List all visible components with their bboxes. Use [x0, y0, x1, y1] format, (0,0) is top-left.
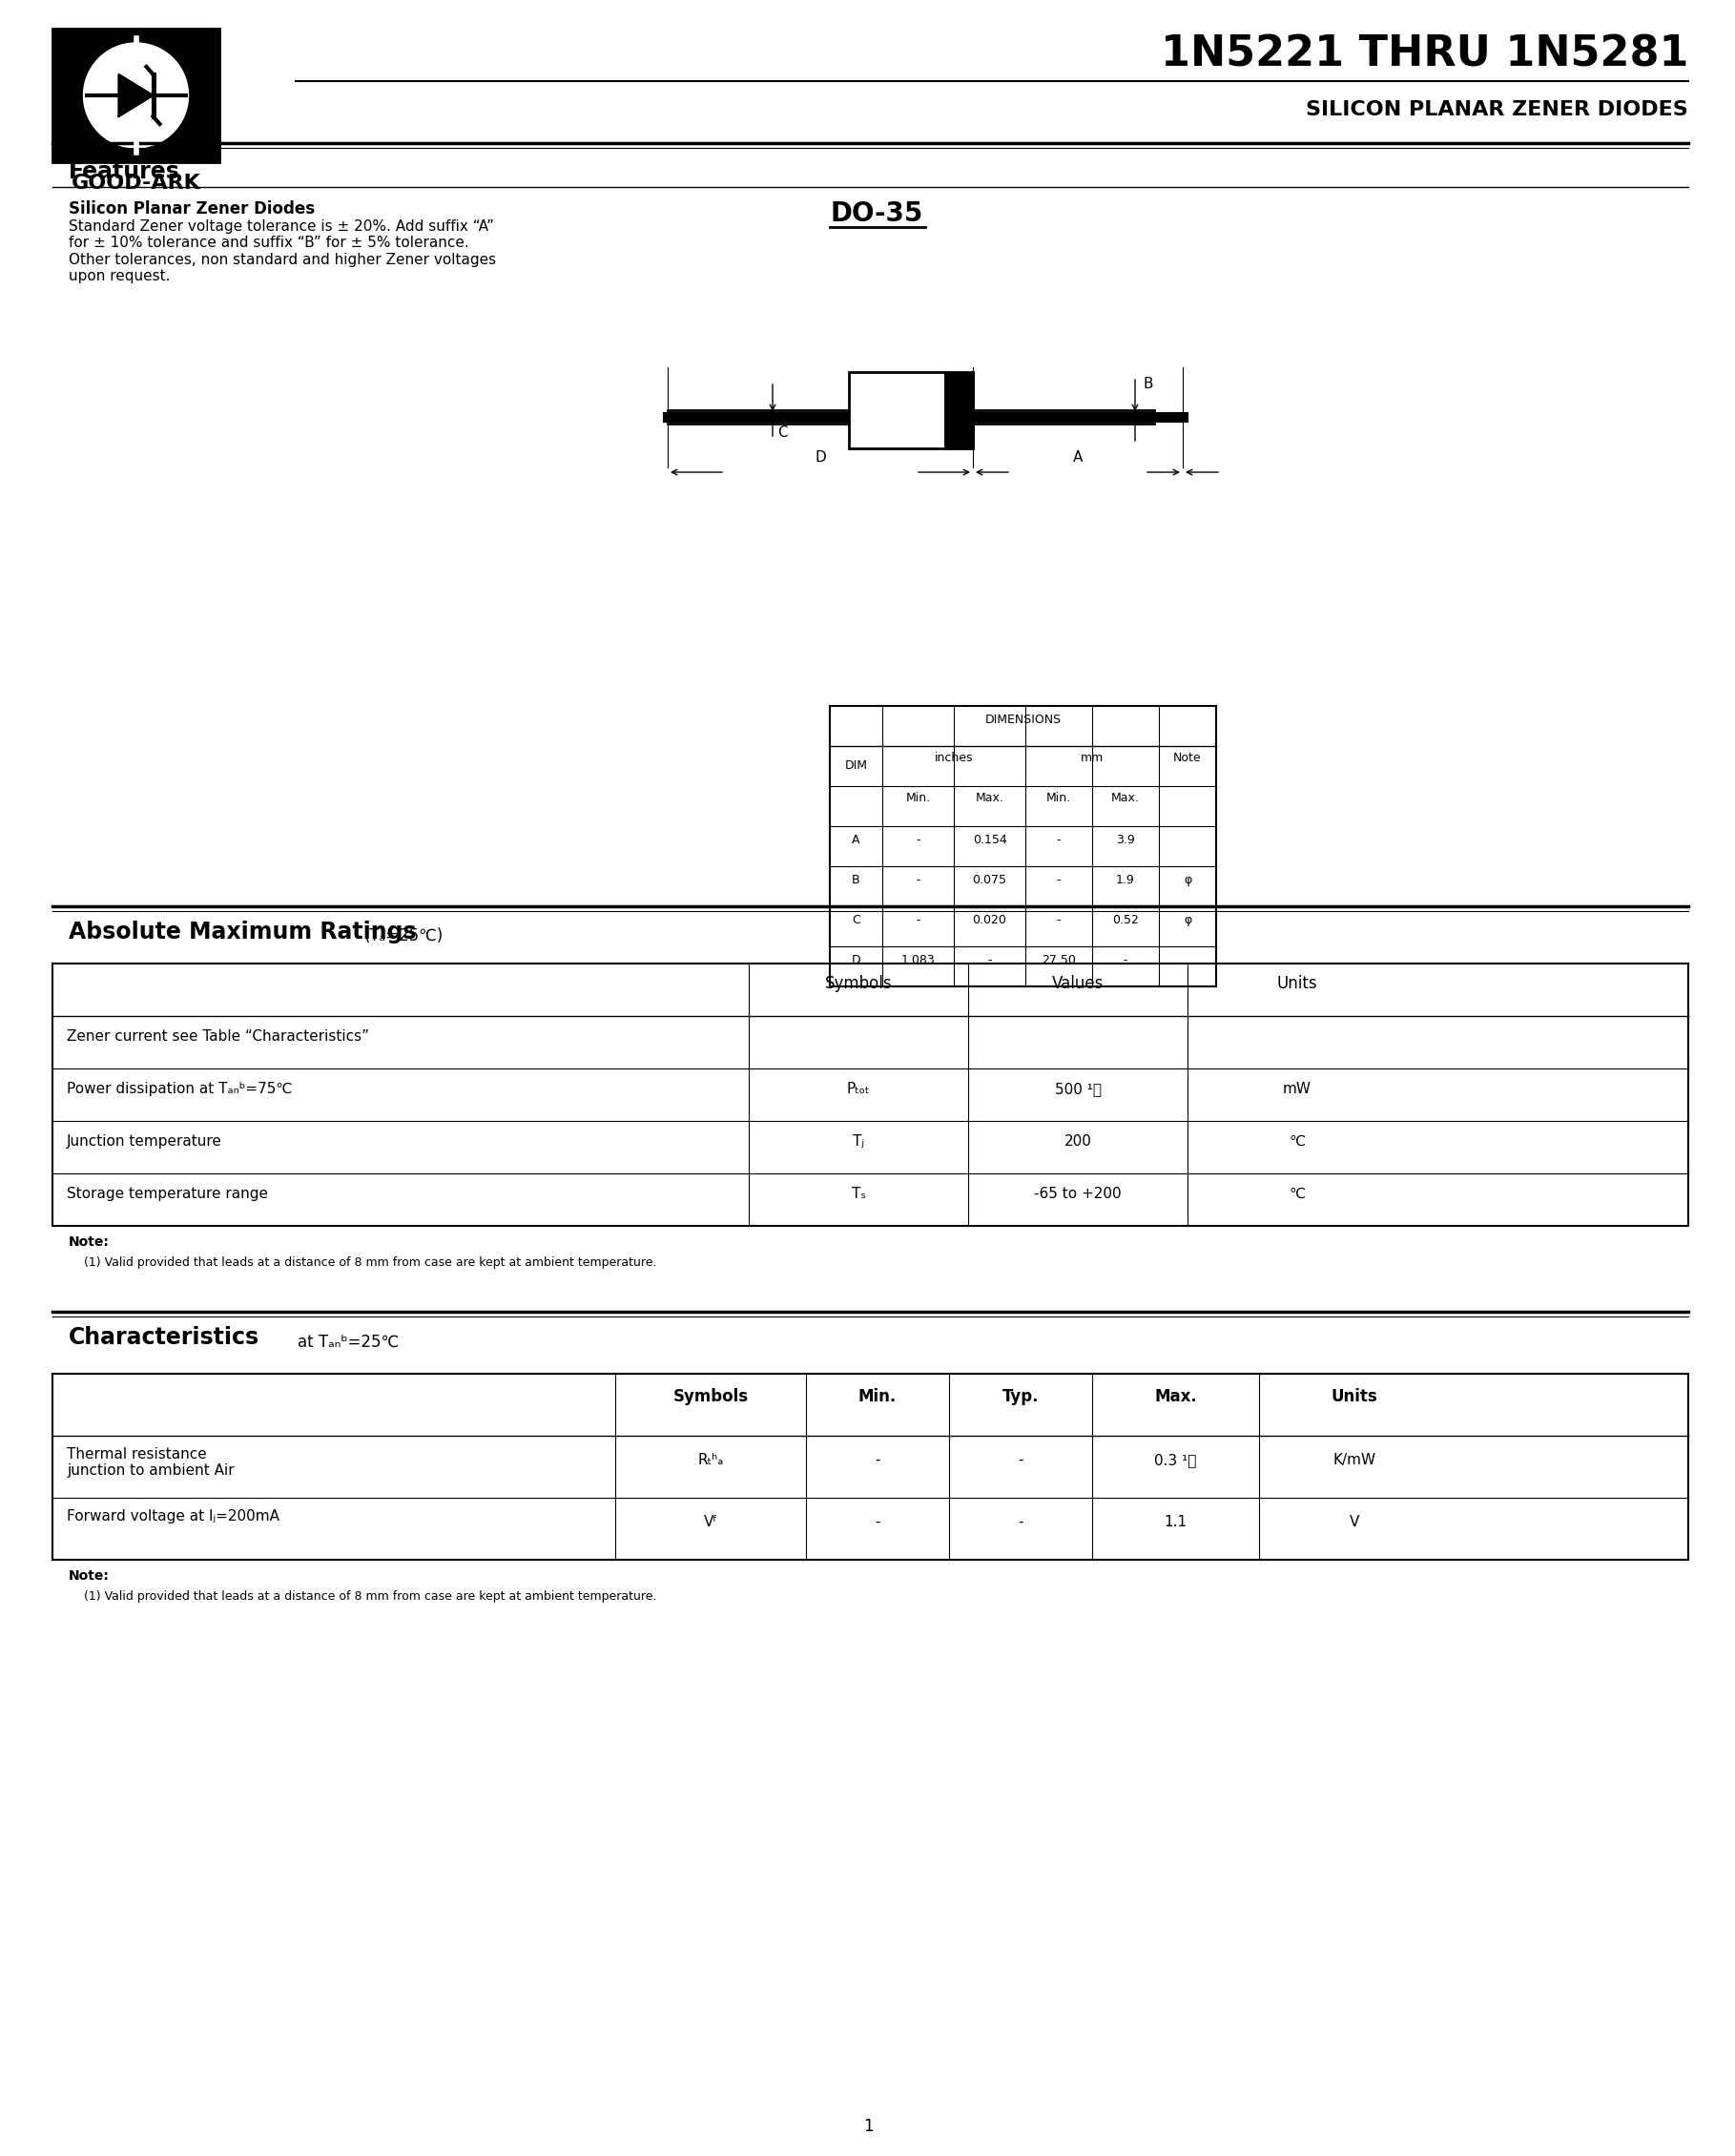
- Text: ℃: ℃: [1289, 1134, 1305, 1149]
- Text: DO-35: DO-35: [829, 201, 923, 226]
- Text: Pₜₒₜ: Pₜₒₜ: [847, 1082, 871, 1095]
- Text: -: -: [1057, 834, 1060, 845]
- Text: Rₜʰₐ: Rₜʰₐ: [697, 1453, 723, 1468]
- Text: K/mW: K/mW: [1332, 1453, 1376, 1468]
- Text: -: -: [916, 873, 920, 886]
- Text: Symbols: Symbols: [673, 1388, 748, 1406]
- Text: C: C: [852, 914, 861, 927]
- Text: Power dissipation at Tₐₙᵇ=75℃: Power dissipation at Tₐₙᵇ=75℃: [66, 1082, 291, 1095]
- Polygon shape: [118, 75, 153, 116]
- Text: GOOD-ARK: GOOD-ARK: [71, 175, 201, 192]
- Text: 0.154: 0.154: [973, 834, 1006, 845]
- Text: A: A: [1072, 451, 1083, 464]
- Text: at Tₐₙᵇ=25℃: at Tₐₙᵇ=25℃: [298, 1335, 399, 1352]
- Text: Absolute Maximum Ratings: Absolute Maximum Ratings: [69, 921, 416, 944]
- Text: Typ.: Typ.: [1003, 1388, 1039, 1406]
- Text: D: D: [852, 953, 861, 966]
- Text: SILICON PLANAR ZENER DIODES: SILICON PLANAR ZENER DIODES: [1306, 99, 1688, 119]
- Text: 0.3 ¹⧣: 0.3 ¹⧣: [1154, 1453, 1197, 1468]
- Text: Max.: Max.: [1110, 791, 1140, 804]
- Text: -: -: [916, 834, 920, 845]
- Text: Note:: Note:: [69, 1235, 109, 1248]
- Text: 500 ¹⧣: 500 ¹⧣: [1055, 1082, 1102, 1095]
- Text: Note: Note: [1173, 752, 1202, 763]
- Text: Values: Values: [1051, 975, 1103, 992]
- Text: 1.9: 1.9: [1116, 873, 1135, 886]
- Text: -: -: [916, 914, 920, 927]
- Text: Symbols: Symbols: [824, 975, 892, 992]
- Text: Note:: Note:: [69, 1570, 109, 1583]
- Text: Units: Units: [1331, 1388, 1378, 1406]
- Text: B: B: [1143, 377, 1152, 390]
- Text: -: -: [1018, 1516, 1024, 1529]
- Bar: [829, 705, 1216, 987]
- Text: Junction temperature: Junction temperature: [66, 1134, 222, 1149]
- Text: -: -: [874, 1516, 880, 1529]
- Text: Vᶠ: Vᶠ: [703, 1516, 718, 1529]
- Text: Min.: Min.: [906, 791, 930, 804]
- Text: Forward voltage at Iⱼ=200mA: Forward voltage at Iⱼ=200mA: [66, 1509, 279, 1524]
- Text: Min.: Min.: [859, 1388, 897, 1406]
- Text: 27.50: 27.50: [1041, 953, 1076, 966]
- Text: -: -: [1057, 873, 1060, 886]
- Text: Tₛ: Tₛ: [852, 1186, 866, 1201]
- Text: Characteristics: Characteristics: [69, 1326, 260, 1350]
- Bar: [52, 28, 219, 162]
- Text: (1) Valid provided that leads at a distance of 8 mm from case are kept at ambien: (1) Valid provided that leads at a dista…: [69, 1257, 658, 1268]
- Text: Max.: Max.: [975, 791, 1005, 804]
- Text: DIMENSIONS: DIMENSIONS: [985, 714, 1062, 727]
- Text: Zener current see Table “Characteristics”: Zener current see Table “Characteristics…: [66, 1028, 370, 1044]
- Bar: [52, 1373, 1688, 1559]
- Text: -: -: [987, 953, 992, 966]
- Text: 1N5221 THRU 1N5281: 1N5221 THRU 1N5281: [1161, 32, 1688, 75]
- Text: Storage temperature range: Storage temperature range: [66, 1186, 267, 1201]
- Text: Features: Features: [69, 160, 180, 183]
- Text: inches: inches: [935, 752, 973, 763]
- Text: Units: Units: [1277, 975, 1317, 992]
- Text: D: D: [815, 451, 826, 464]
- Text: 0.52: 0.52: [1112, 914, 1138, 927]
- Text: A: A: [852, 834, 861, 845]
- Text: -: -: [1018, 1453, 1024, 1468]
- Text: 200: 200: [1064, 1134, 1091, 1149]
- Text: 1: 1: [862, 2117, 873, 2134]
- Text: -: -: [1123, 953, 1128, 966]
- Text: φ: φ: [1183, 914, 1192, 927]
- Text: DIM: DIM: [845, 759, 868, 772]
- Text: -65 to +200: -65 to +200: [1034, 1186, 1121, 1201]
- Text: mm: mm: [1081, 752, 1103, 763]
- Text: C: C: [777, 425, 788, 440]
- Text: B: B: [852, 873, 861, 886]
- Text: ℃: ℃: [1289, 1186, 1305, 1201]
- Bar: [944, 373, 973, 448]
- Text: 0.020: 0.020: [973, 914, 1006, 927]
- Text: (Tₐ=25℃): (Tₐ=25℃): [364, 927, 444, 944]
- Text: 1.1: 1.1: [1164, 1516, 1187, 1529]
- Text: -: -: [874, 1453, 880, 1468]
- Text: (1) Valid provided that leads at a distance of 8 mm from case are kept at ambien: (1) Valid provided that leads at a dista…: [69, 1591, 658, 1602]
- Text: 1.083: 1.083: [900, 953, 935, 966]
- Text: Tⱼ: Tⱼ: [852, 1134, 864, 1149]
- Text: Standard Zener voltage tolerance is ± 20%. Add suffix “A”
for ± 10% tolerance an: Standard Zener voltage tolerance is ± 20…: [69, 220, 496, 285]
- Text: -: -: [1057, 914, 1060, 927]
- Text: V: V: [1350, 1516, 1360, 1529]
- Circle shape: [83, 43, 189, 149]
- Text: Silicon Planar Zener Diodes: Silicon Planar Zener Diodes: [69, 201, 314, 218]
- Text: Min.: Min.: [1046, 791, 1070, 804]
- Text: φ: φ: [1183, 873, 1192, 886]
- Bar: [52, 964, 1688, 1227]
- Text: Thermal resistance
junction to ambient Air: Thermal resistance junction to ambient A…: [66, 1447, 234, 1479]
- Text: 0.075: 0.075: [972, 873, 1006, 886]
- Text: mW: mW: [1282, 1082, 1312, 1095]
- Text: Max.: Max.: [1154, 1388, 1197, 1406]
- Text: 3.9: 3.9: [1116, 834, 1135, 845]
- Bar: [848, 373, 973, 448]
